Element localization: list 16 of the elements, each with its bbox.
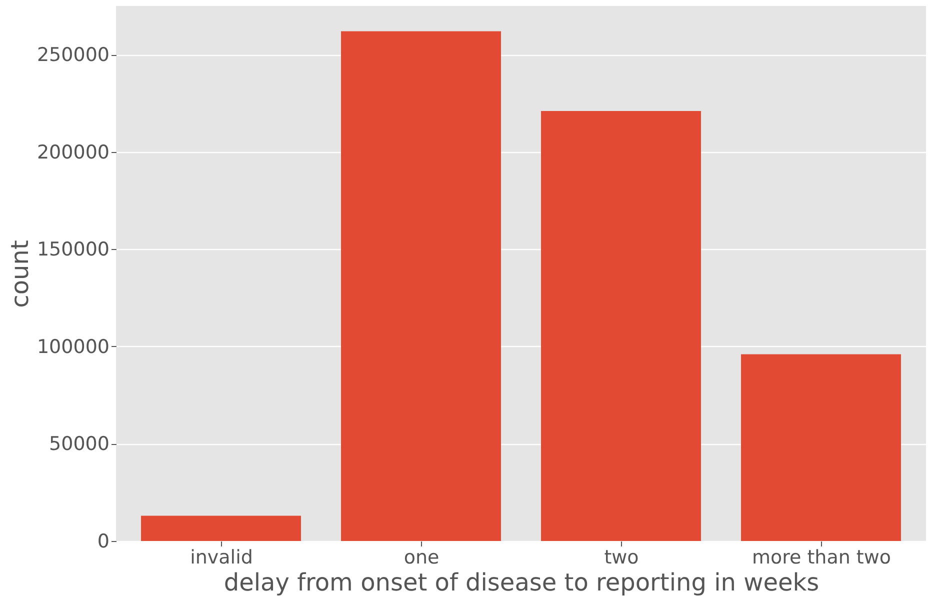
x-tick-label: more than two: [752, 546, 892, 568]
bar: [741, 354, 901, 541]
x-axis-title: delay from onset of disease to reporting in weeks: [224, 568, 820, 596]
bar: [141, 516, 301, 541]
bar: [341, 31, 501, 541]
y-tick-label: 200000: [36, 141, 110, 164]
x-tick-label: invalid: [190, 546, 253, 568]
y-tick-label: 150000: [36, 238, 110, 261]
x-tick-label: two: [604, 546, 639, 568]
y-tick-label: 100000: [36, 336, 110, 358]
y-tick-label: 50000: [49, 433, 110, 456]
y-tick-label: 0: [97, 530, 110, 552]
y-axis-title: count: [6, 240, 34, 308]
x-tick-label: one: [404, 546, 440, 568]
y-tick-label: 250000: [36, 44, 110, 66]
bar: [541, 111, 701, 541]
